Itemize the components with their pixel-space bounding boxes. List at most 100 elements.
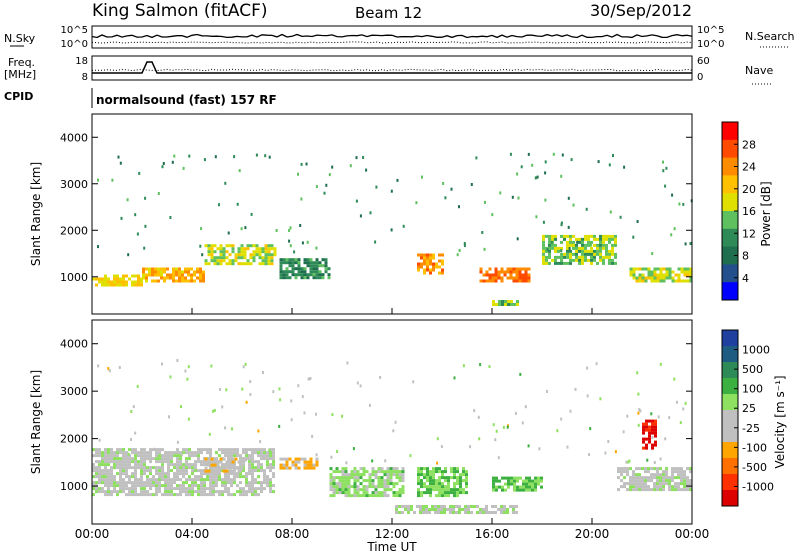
power-cell bbox=[249, 256, 253, 260]
velocity-cell bbox=[347, 482, 351, 486]
velocity-cell bbox=[173, 478, 176, 482]
velocity-cell bbox=[197, 454, 200, 458]
velocity-cell bbox=[651, 428, 654, 432]
power-cell bbox=[252, 244, 256, 248]
velocity-cell bbox=[447, 485, 450, 489]
velocity-cell bbox=[236, 490, 239, 494]
velocity-cell bbox=[507, 485, 510, 489]
velocity-cell bbox=[216, 463, 220, 467]
velocity-cell bbox=[233, 448, 236, 452]
power-cell bbox=[140, 277, 143, 281]
velocity-cell bbox=[513, 479, 516, 483]
power-cell bbox=[438, 253, 441, 257]
velocity-cell bbox=[207, 460, 211, 464]
velocity-cell bbox=[161, 475, 164, 479]
velocity-cell bbox=[335, 476, 339, 480]
velocity-scatter-cell bbox=[473, 409, 476, 413]
velocity-cell bbox=[167, 493, 170, 497]
velocity-cell bbox=[209, 493, 212, 497]
velocity-cell bbox=[441, 473, 444, 477]
velocity-cell bbox=[113, 475, 116, 479]
velocity-cell bbox=[110, 457, 113, 461]
velocity-cell bbox=[429, 485, 432, 489]
velocity-cell bbox=[423, 473, 426, 477]
power-scatter-cell bbox=[662, 169, 665, 173]
velocity-cell bbox=[116, 448, 119, 452]
velocity-cell bbox=[380, 491, 384, 495]
velocity-scatter-cell bbox=[268, 448, 271, 452]
power-cell bbox=[593, 237, 596, 241]
velocity-cell bbox=[224, 472, 227, 476]
power-cell bbox=[515, 270, 519, 274]
velocity-cell bbox=[179, 487, 182, 491]
velocity-cell bbox=[438, 479, 441, 483]
power-cell bbox=[638, 267, 642, 271]
power-cell bbox=[542, 237, 545, 241]
power-scatter-cell bbox=[483, 247, 486, 251]
velocity-cell bbox=[432, 476, 435, 480]
power-scatter-cell bbox=[552, 152, 555, 156]
power-cell bbox=[116, 280, 119, 284]
power-cell bbox=[318, 273, 322, 277]
power-cell bbox=[662, 276, 666, 280]
velocity-cell bbox=[213, 457, 217, 461]
power-cell bbox=[432, 262, 435, 266]
velocity-cell bbox=[309, 466, 313, 470]
velocity-cell bbox=[213, 469, 217, 473]
power-cell bbox=[306, 276, 310, 280]
velocity-cell bbox=[254, 448, 257, 452]
velocity-cell bbox=[648, 428, 651, 432]
velocity-cell bbox=[642, 428, 645, 432]
velocity-cell bbox=[654, 434, 657, 438]
velocity-cell bbox=[212, 481, 215, 485]
velocity-cell bbox=[656, 488, 659, 492]
velocity-cell bbox=[242, 451, 245, 455]
velocity-cell bbox=[686, 479, 689, 483]
power-scatter-cell bbox=[374, 240, 377, 244]
velocity-cell bbox=[248, 490, 251, 494]
power-scatter-cell bbox=[570, 158, 573, 162]
velocity-cell bbox=[164, 487, 167, 491]
velocity-cell bbox=[251, 478, 254, 482]
velocity-cell bbox=[501, 476, 504, 480]
velocity-cell bbox=[263, 457, 266, 461]
velocity-cell bbox=[185, 478, 188, 482]
velocity-cell bbox=[285, 460, 289, 464]
power-scatter-cell bbox=[111, 178, 114, 182]
velocity-cell bbox=[459, 479, 462, 483]
velocity-scatter-cell bbox=[130, 410, 133, 413]
power-cell bbox=[157, 267, 160, 271]
power-cell bbox=[575, 249, 578, 253]
velocity-scatter-cell bbox=[469, 445, 471, 449]
velocity-cell bbox=[140, 493, 143, 497]
power-cell bbox=[665, 270, 669, 274]
velocity-cell bbox=[197, 490, 200, 494]
velocity-cell bbox=[509, 505, 512, 508]
velocity-cell bbox=[453, 491, 456, 495]
power-cell bbox=[213, 259, 217, 263]
power-cell bbox=[432, 268, 435, 272]
velocity-cell bbox=[668, 482, 671, 486]
velocity-cell bbox=[164, 472, 167, 476]
velocity-cell bbox=[362, 470, 366, 474]
power-scatter-cell bbox=[162, 162, 165, 165]
power-cell bbox=[498, 303, 501, 306]
velocity-scatter-cell bbox=[659, 362, 662, 366]
power-cell bbox=[273, 253, 277, 257]
velocity-cell bbox=[648, 437, 651, 441]
power-cell bbox=[689, 273, 693, 277]
power-cell bbox=[237, 262, 241, 266]
velocity-cell bbox=[362, 488, 366, 492]
velocity-scatter-cell bbox=[249, 380, 252, 384]
power-cell bbox=[662, 273, 666, 277]
velocity-cell bbox=[188, 448, 191, 452]
velocity-cell bbox=[689, 467, 692, 471]
velocity-cell bbox=[482, 511, 485, 514]
power-cell bbox=[548, 252, 551, 256]
power-cell bbox=[638, 273, 642, 277]
velocity-cell bbox=[134, 472, 137, 476]
power-cell bbox=[309, 258, 313, 262]
velocity-scatter-cell bbox=[290, 399, 293, 403]
power-cell bbox=[593, 234, 596, 238]
